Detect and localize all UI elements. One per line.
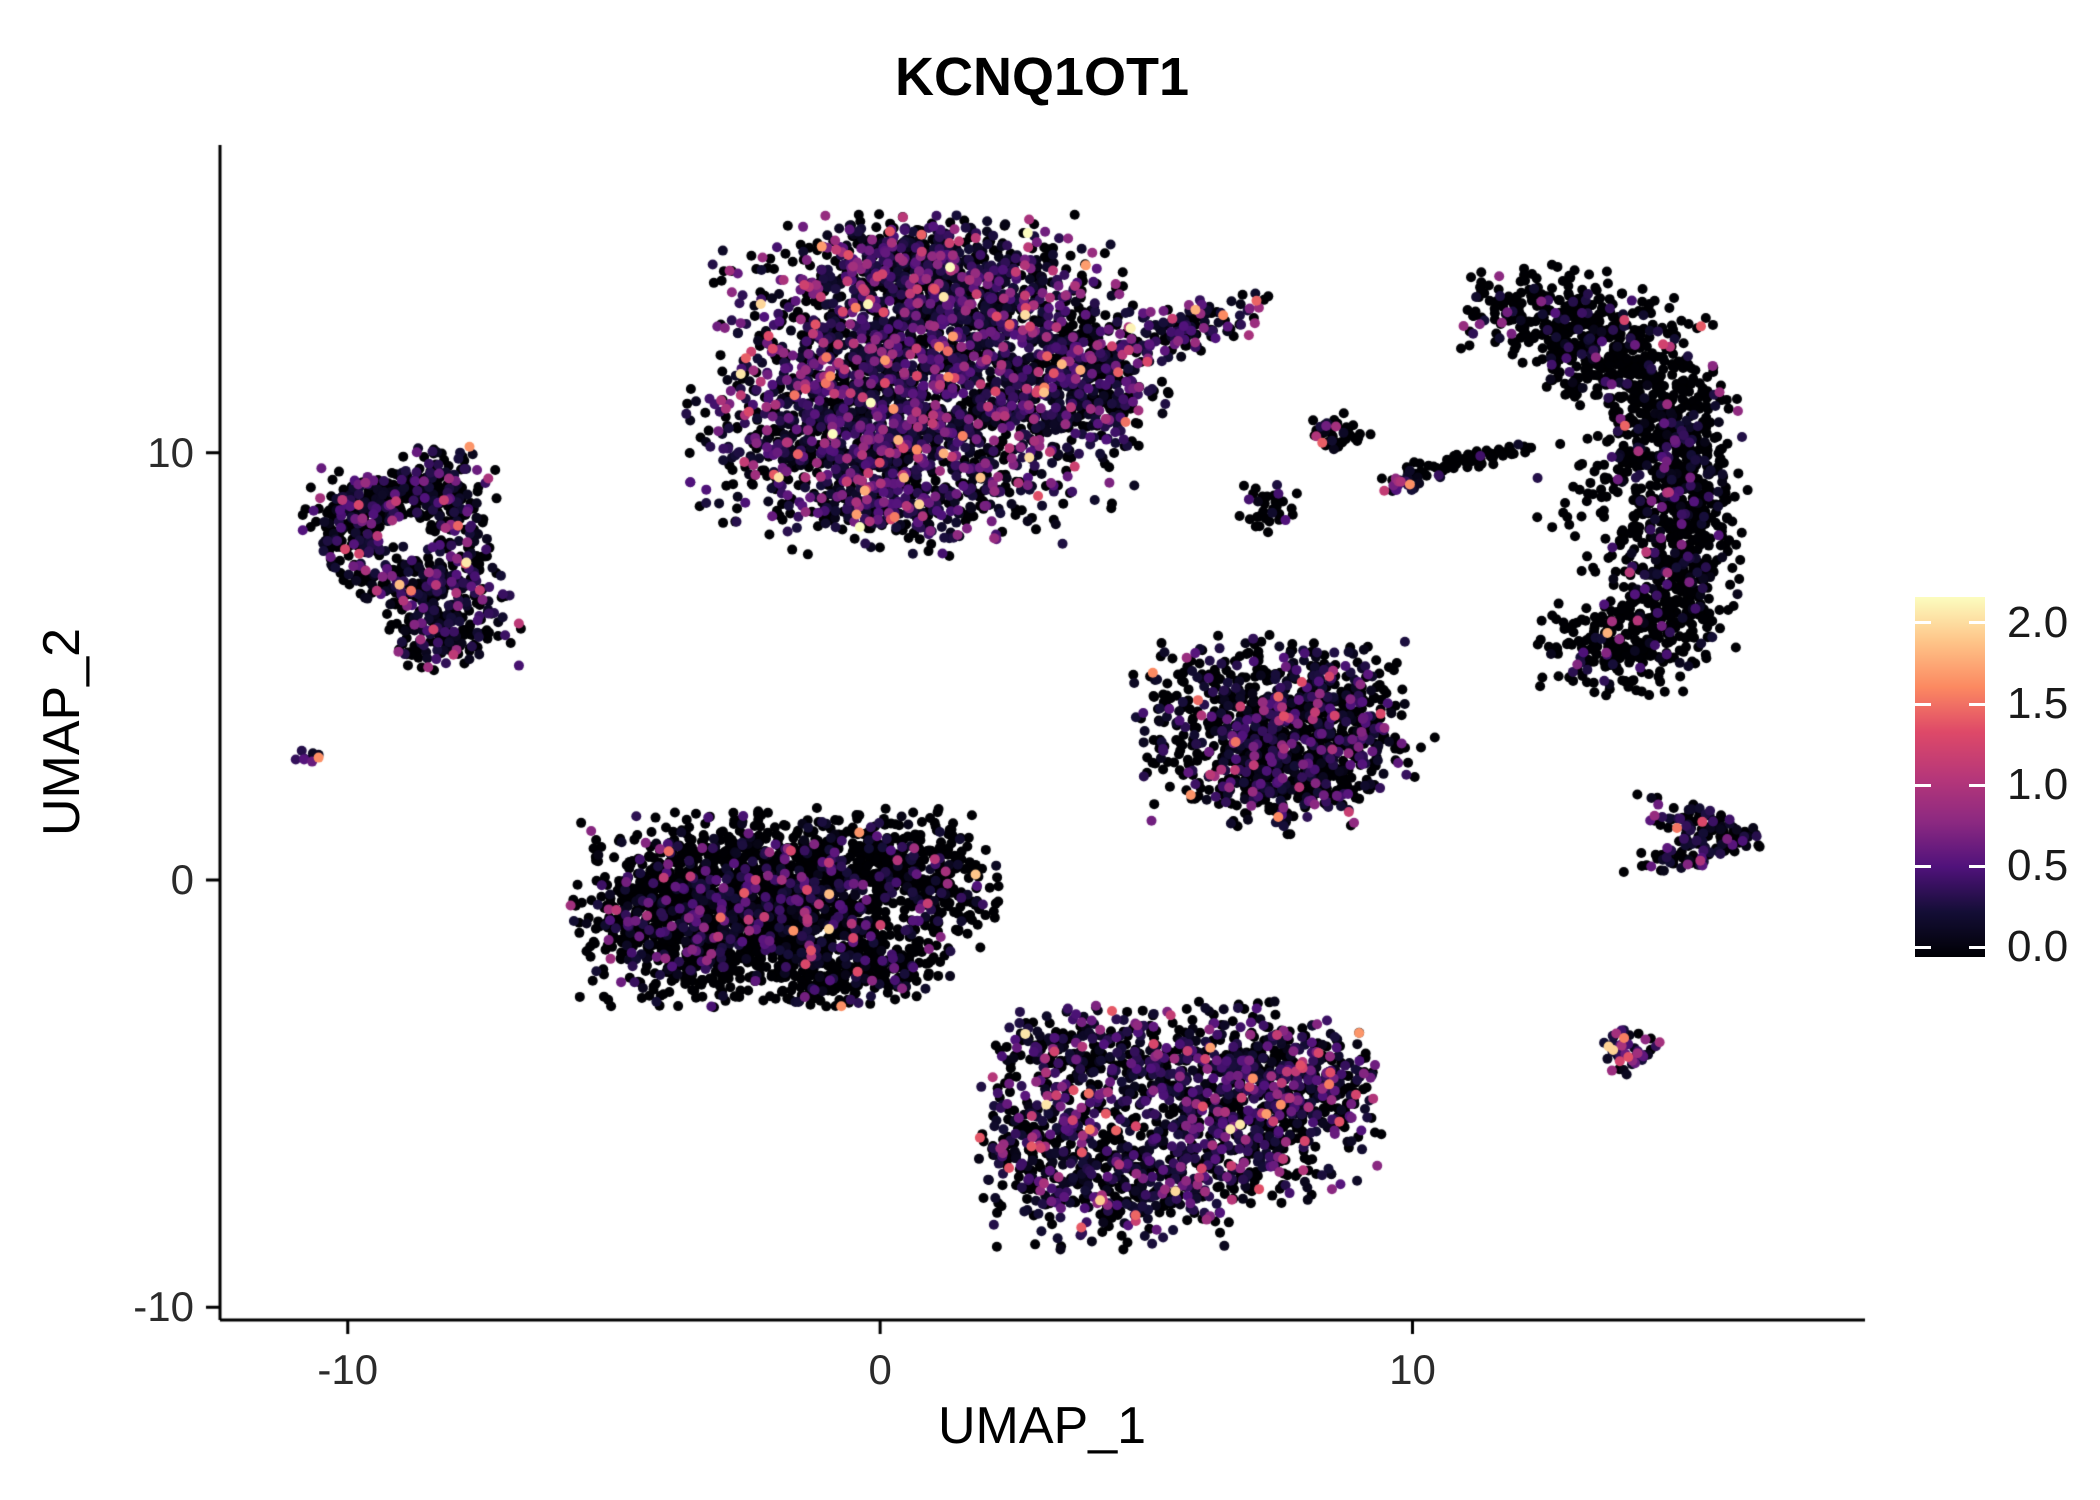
x-axis-label: UMAP_1 (937, 1397, 1147, 1455)
legend-tick-label: 1.5 (2007, 679, 2069, 729)
x-tick-label: 10 (1389, 1346, 1436, 1393)
legend-tick-mark (1969, 621, 1985, 625)
legend-tick-mark (1915, 945, 1931, 949)
x-tick-label: -10 (317, 1346, 379, 1393)
legend-tick-label: 1.0 (2007, 760, 2069, 810)
legend-tick-label: 0.0 (2007, 922, 2069, 972)
legend-tick-mark (1969, 864, 1985, 868)
chart-title: KCNQ1OT1 (894, 47, 1190, 107)
y-tick-label: 0 (170, 855, 194, 903)
legend-tick-mark (1969, 702, 1985, 706)
y-tick-label: 10 (147, 428, 194, 476)
legend-tick-mark (1915, 702, 1931, 706)
y-axis-label: UMAP_2 (33, 627, 91, 837)
legend-tick-label: 2.0 (2007, 597, 2069, 647)
legend-tick-mark (1969, 783, 1985, 787)
legend-tick-label: 0.5 (2007, 841, 2069, 891)
x-tick-label: 0 (868, 1346, 892, 1393)
y-tick-label: -10 (133, 1283, 194, 1331)
legend-colorbar (1915, 597, 1985, 957)
legend-tick-mark (1915, 783, 1931, 787)
legend-tick-mark (1915, 621, 1931, 625)
legend-tick-mark (1969, 945, 1985, 949)
legend-tick-mark (1915, 864, 1931, 868)
